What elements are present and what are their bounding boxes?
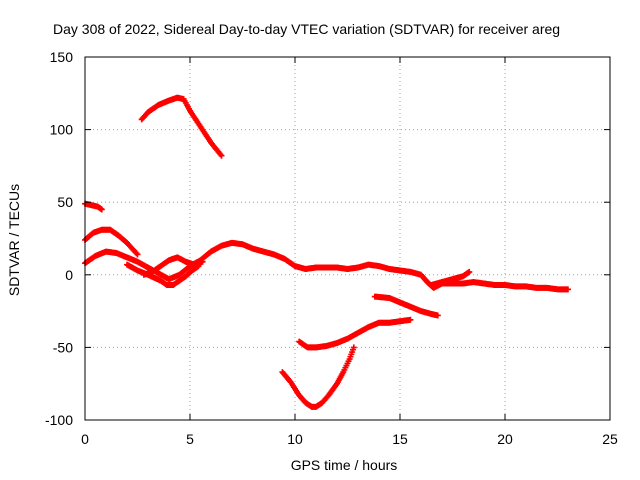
x-tick-label: 0 — [81, 431, 89, 447]
y-tick-label: 150 — [50, 49, 74, 65]
data-point — [350, 344, 357, 351]
series-arc-9 — [296, 316, 414, 351]
data-point — [466, 268, 473, 275]
data-point — [98, 206, 105, 213]
x-tick-label: 20 — [497, 431, 513, 447]
grid — [85, 57, 610, 420]
ticks: 0 5 10 15 20 25 -100 -50 0 50 100 150 — [45, 49, 618, 447]
series-arc-4 — [82, 239, 571, 293]
y-tick-label: 100 — [50, 122, 74, 138]
data-point — [134, 251, 141, 258]
series-arc-7 — [428, 268, 473, 288]
data-point — [218, 152, 225, 159]
series-arc-6 — [140, 254, 206, 278]
series-layer — [82, 94, 571, 410]
data-point — [199, 258, 206, 265]
series-arc-1 — [82, 200, 105, 213]
y-tick-label: 0 — [65, 267, 73, 283]
x-tick-label: 5 — [186, 431, 194, 447]
series-arc-8 — [371, 293, 441, 319]
data-point — [434, 312, 441, 319]
series-arc-2 — [138, 94, 225, 159]
series-arc-10 — [279, 344, 357, 410]
data-point — [407, 316, 414, 323]
data-point — [133, 250, 140, 257]
x-tick-label: 15 — [392, 431, 408, 447]
data-point — [565, 286, 571, 293]
x-tick-label: 10 — [287, 431, 303, 447]
y-axis-label: SDTVAR / TECUs — [6, 184, 22, 296]
y-tick-label: -50 — [53, 339, 73, 355]
y-tick-label: -100 — [45, 412, 73, 428]
x-axis-label: GPS time / hours — [291, 457, 398, 473]
chart-title: Day 308 of 2022, Sidereal Day-to-day VTE… — [53, 21, 560, 37]
plot-frame — [84, 56, 611, 421]
x-tick-label: 25 — [602, 431, 618, 447]
y-tick-label: 50 — [57, 194, 73, 210]
